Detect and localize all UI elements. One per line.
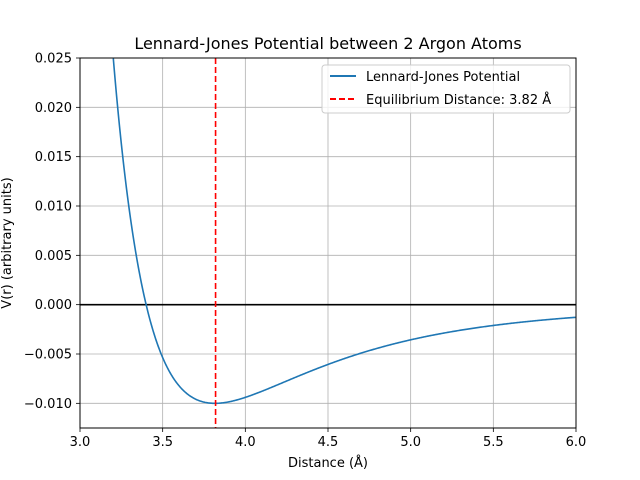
x-axis-label: Distance (Å): [288, 455, 368, 471]
potential-curve: [112, 58, 576, 405]
x-tick-label: 3.0: [70, 435, 91, 450]
y-ticks: −0.010 −0.005 0.000 0.005 0.010 0.015 0.020 0.0…: [24, 52, 80, 412]
chart-title: Lennard-Jones Potential between 2 Argon …: [134, 34, 521, 53]
legend: Lennard-Jones Potential Equilibrium Dist…: [321, 64, 571, 114]
y-tick-label: 0.015: [35, 150, 72, 165]
x-tick-label: 5.5: [483, 435, 504, 450]
y-tick-label: −0.010: [24, 397, 72, 412]
legend-label-potential: Lennard-Jones Potential: [366, 70, 520, 85]
x-tick-label: 3.5: [152, 435, 173, 450]
y-tick-label: 0.010: [35, 200, 72, 215]
x-tick-label: 4.5: [318, 435, 339, 450]
x-tick-label: 6.0: [566, 435, 587, 450]
y-tick-label: 0.000: [35, 298, 72, 313]
y-tick-label: 0.020: [35, 101, 72, 116]
legend-label-equilibrium: Equilibrium Distance: 3.82 Å: [366, 92, 551, 108]
y-axis-label: V(r) (arbitrary units): [0, 177, 15, 308]
y-tick-label: −0.005: [24, 348, 72, 363]
y-tick-label: 0.005: [35, 249, 72, 264]
x-tick-label: 5.0: [400, 435, 421, 450]
y-tick-label: 0.025: [35, 52, 72, 67]
x-tick-label: 4.0: [235, 435, 256, 450]
x-ticks: 3.0 3.5 4.0 4.5 5.0 5.5 6.0: [70, 428, 587, 450]
curve-layer: [112, 58, 576, 405]
legend-box: [321, 64, 571, 114]
